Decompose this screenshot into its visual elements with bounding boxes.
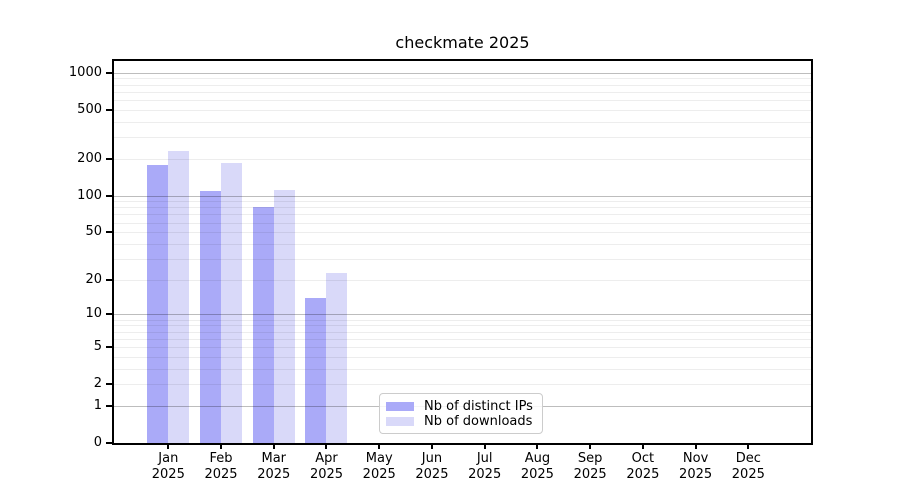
y-tick-label-50: 50 [85,224,102,240]
y-tick-label-0: 0 [93,435,102,450]
x-tick-label-nov: Nov 2025 [679,451,713,482]
axis-spine-top [112,59,813,61]
legend: Nb of distinct IPs Nb of downloads [379,393,543,434]
bar-feb-distinct-ips [200,191,222,443]
x-tick-label-may: May 2025 [362,451,396,482]
gridline-minor-20 [114,279,811,281]
y-tick-50 [106,231,112,234]
x-tick-sep [589,443,592,449]
y-tick-label-2: 2 [93,376,102,392]
x-tick-label-feb: Feb 2025 [204,451,238,482]
gridline-minor-80 [114,207,811,209]
gridline-minor-60 [114,222,811,224]
legend-swatch-distinct-ips [386,402,414,411]
x-tick-label-jul: Jul 2025 [468,451,502,482]
gridline-minor-2 [114,384,811,386]
bar-apr-downloads [326,272,348,443]
gridline-minor-9 [114,319,811,321]
y-tick-1 [106,404,112,407]
bar-mar-distinct-ips [252,207,274,443]
gridline-minor-700 [114,91,811,93]
y-tick-label-5: 5 [93,338,102,354]
y-tick-label-500: 500 [77,101,102,117]
x-tick-label-oct: Oct 2025 [626,451,660,482]
x-axis-spine-bottom [112,443,813,445]
x-tick-label-sep: Sep 2025 [573,451,607,482]
y-tick-10 [106,313,112,316]
gridline-minor-200 [114,158,811,160]
y-tick-label-10: 10 [85,306,102,322]
gridline-minor-300 [114,137,811,138]
x-tick-feb [220,443,223,449]
legend-label-distinct-ips: Nb of distinct IPs [424,399,533,414]
x-tick-may [378,443,381,449]
gridline-minor-4 [114,356,811,358]
y-tick-500 [106,108,112,111]
gridline-minor-3 [114,368,811,370]
x-tick-dec [747,443,750,449]
chart-title: checkmate 2025 [395,33,530,52]
x-tick-jun [430,443,433,449]
x-tick-nov [694,443,697,449]
bar-mar-downloads [273,189,295,443]
y-tick-label-1: 1 [93,397,102,413]
y-tick-label-200: 200 [77,150,102,166]
y-tick-100 [106,194,112,197]
gridline-minor-400 [114,121,811,123]
gridline-minor-90 [114,201,811,203]
gridline-minor-500 [114,109,811,111]
gridline-minor-900 [114,78,811,80]
x-tick-jan [167,443,170,449]
bar-jan-downloads [168,151,190,443]
gridline-minor-70 [114,214,811,216]
x-tick-label-aug: Aug 2025 [520,451,554,482]
legend-label-downloads: Nb of downloads [424,414,533,429]
x-tick-apr [325,443,328,449]
gridline-minor-30 [114,258,811,260]
gridline-major-1000 [114,72,811,74]
gridline-minor-50 [114,232,811,234]
y-tick-200 [106,157,112,160]
y-tick-0 [106,442,112,444]
gridline-minor-6 [114,338,811,340]
plot-area [112,59,813,445]
y-tick-label-100: 100 [77,187,102,203]
y-tick-label-20: 20 [85,271,102,287]
x-tick-label-jun: Jun 2025 [415,451,449,482]
x-tick-mar [272,443,275,449]
legend-item-distinct-ips: Nb of distinct IPs [386,399,534,414]
gridline-minor-600 [114,99,811,101]
gridline-minor-5 [114,346,811,348]
bar-apr-distinct-ips [305,297,327,443]
gridline-major-100 [114,195,811,197]
x-tick-label-jan: Jan 2025 [151,451,185,482]
legend-swatch-downloads [386,417,414,426]
y-tick-20 [106,278,112,281]
y-tick-5 [106,345,112,348]
gridline-minor-7 [114,331,811,333]
x-tick-label-apr: Apr 2025 [309,451,344,482]
bar-jan-distinct-ips [147,165,169,443]
y-tick-1000 [106,71,112,74]
bar-feb-downloads [221,162,243,443]
legend-item-downloads: Nb of downloads [386,414,534,429]
y-tick-2 [106,383,112,386]
x-tick-label-dec: Dec 2025 [731,451,765,482]
gridline-minor-40 [114,243,811,245]
gridline-major-10 [114,314,811,316]
x-tick-label-mar: Mar 2025 [257,451,291,482]
gridline-minor-8 [114,325,811,327]
x-tick-oct [641,443,644,449]
x-tick-aug [536,443,539,449]
y-axis-spine-left [112,59,114,445]
y-tick-label-1000: 1000 [68,64,102,80]
axis-spine-right [811,59,813,445]
x-tick-jul [483,443,486,449]
gridline-minor-800 [114,84,811,86]
